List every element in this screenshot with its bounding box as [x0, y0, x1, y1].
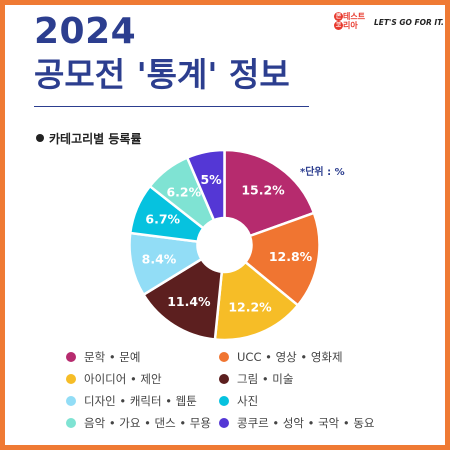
slice-label: 12.8%	[269, 249, 313, 264]
slice-label: 11.4%	[167, 294, 211, 309]
legend-item: 음악 • 가요 • 댄스 • 무용	[66, 416, 211, 430]
legend-label: 그림 • 미술	[237, 372, 294, 386]
legend-label: UCC • 영상 • 영화제	[237, 350, 343, 364]
legend-item: UCC • 영상 • 영화제	[219, 350, 343, 364]
slice-label: 15.2%	[241, 183, 285, 198]
legend-swatch	[66, 418, 76, 428]
slice-label: 12.2%	[228, 299, 272, 314]
slice-label: 6.2%	[166, 184, 201, 199]
bullet-icon	[36, 134, 44, 142]
legend-item: 아이디어 • 제안	[66, 372, 162, 386]
legend-label: 콩쿠르 • 성악 • 국악 • 동요	[237, 416, 375, 430]
logo-char-1: 콘	[334, 12, 343, 21]
title-underline	[34, 106, 309, 107]
legend-label: 아이디어 • 제안	[84, 372, 162, 386]
section-title: 카테고리별 등록률	[49, 132, 142, 146]
legend-swatch	[66, 352, 76, 362]
slice-label: 5%	[200, 172, 222, 187]
legend-swatch	[66, 396, 76, 406]
year-title: 2024	[34, 11, 137, 52]
section-heading: 카테고리별 등록률	[36, 130, 142, 147]
slice-label: 8.4%	[142, 252, 177, 267]
legend-item: 콩쿠르 • 성악 • 국악 • 동요	[219, 416, 375, 430]
unit-note: *단위 : %	[300, 167, 345, 178]
page-title: 공모전 '통계' 정보	[34, 55, 290, 94]
donut-hole	[197, 218, 252, 272]
legend-swatch	[219, 418, 229, 428]
legend-item: 그림 • 미술	[219, 372, 293, 386]
legend-label: 사진	[237, 394, 259, 408]
brand-logo: 콘 테스트 코 리아	[334, 12, 368, 36]
logo-char-2: 코	[334, 21, 343, 30]
legend-label: 문학 • 문예	[84, 350, 141, 364]
legend-swatch	[66, 374, 76, 384]
slice-label: 6.7%	[145, 212, 180, 227]
legend-label: 음악 • 가요 • 댄스 • 무용	[84, 416, 211, 430]
legend-item: 문학 • 문예	[66, 350, 140, 364]
legend-swatch	[219, 396, 229, 406]
logo-text-2: 리아	[343, 21, 358, 30]
legend-swatch	[219, 352, 229, 362]
slogan: LET'S GO FOR IT.	[374, 18, 444, 27]
legend-item: 사진	[219, 394, 258, 408]
legend-label: 디자인 • 캐릭터 • 웹툰	[84, 394, 197, 408]
logo-text-1: 테스트	[343, 12, 366, 21]
legend-item: 디자인 • 캐릭터 • 웹툰	[66, 394, 197, 408]
legend-swatch	[219, 374, 229, 384]
